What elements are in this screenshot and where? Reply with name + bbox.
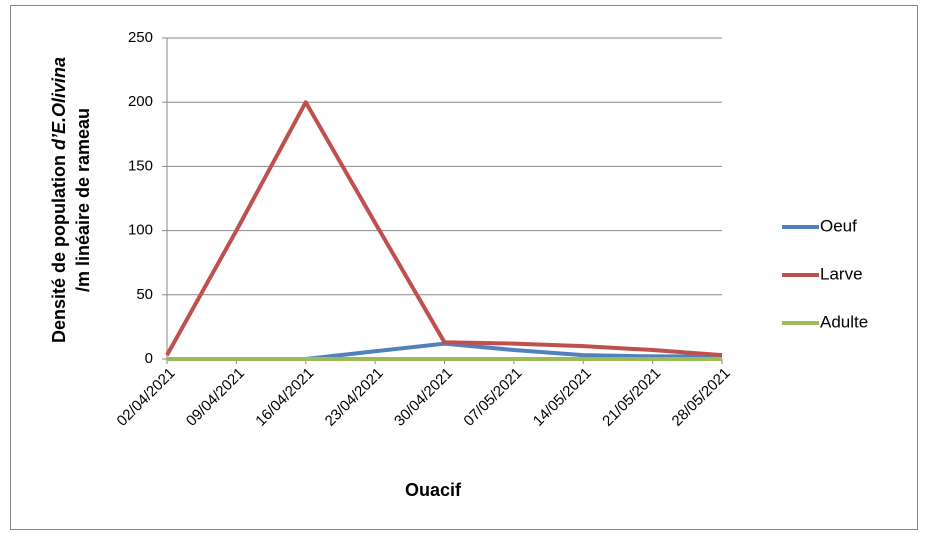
y-tick-label: 0 <box>145 350 153 367</box>
y-tick-label: 100 <box>128 222 153 239</box>
legend-label: Oeuf <box>820 216 857 235</box>
y-tick-label: 250 <box>128 29 153 46</box>
y-tick-label: 50 <box>136 286 153 303</box>
y-axis-title-italic: d’E.Olivina <box>49 57 69 150</box>
x-axis-title: Ouacif <box>405 480 462 500</box>
legend-label: Adulte <box>820 312 868 331</box>
y-axis-title: Densité de population d’E.Olivina /m lin… <box>49 57 93 343</box>
y-axis-title-text: Densité de population <box>49 150 69 343</box>
chart-border <box>10 5 918 530</box>
y-axis-title-line1: Densité de population d’E.Olivina <box>49 57 69 343</box>
y-tick-label: 150 <box>128 157 153 174</box>
y-axis-title-line2: /m linéaire de rameau <box>73 108 93 292</box>
legend-label: Larve <box>820 264 863 283</box>
series-line <box>165 100 723 358</box>
y-tick-label: 200 <box>128 93 153 110</box>
